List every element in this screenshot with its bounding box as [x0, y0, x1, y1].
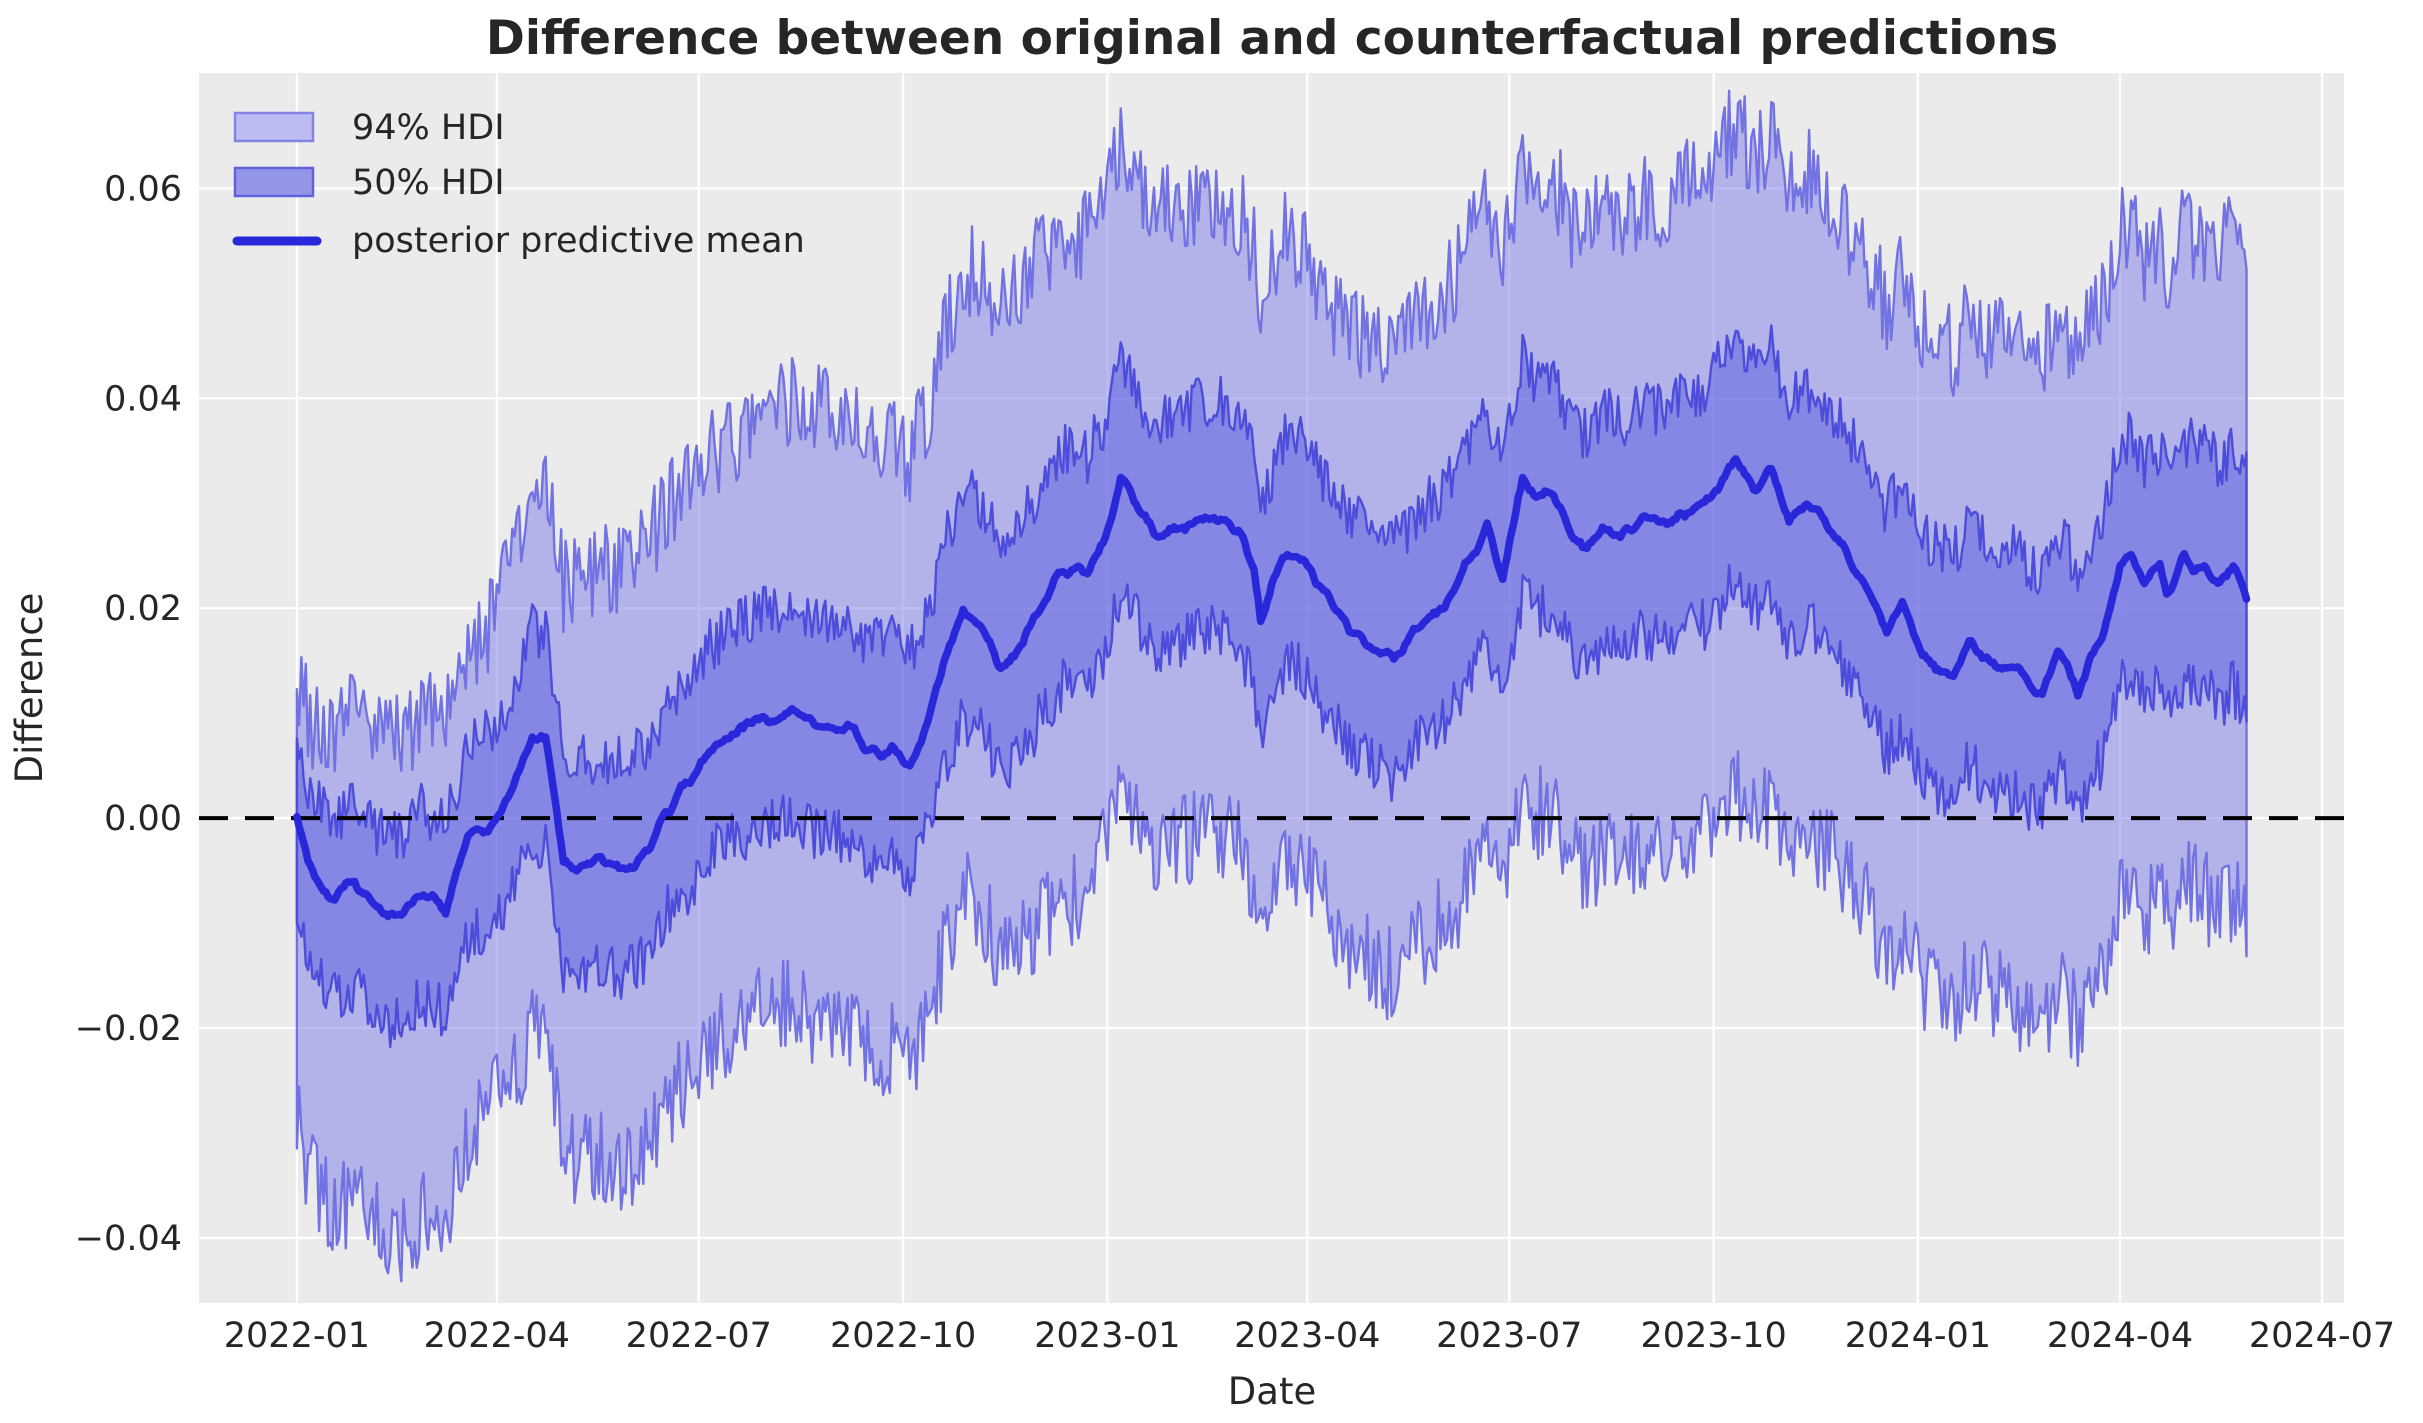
x-tick-label: 2024-04	[2047, 1316, 2193, 1356]
y-tick-label: 0.00	[104, 799, 182, 839]
legend-entry-posterior-mean: posterior predictive mean	[232, 221, 805, 261]
x-tick-label: 2023-01	[1034, 1316, 1180, 1356]
axis-tick-labels: 2022-01 2022-04 2022-07 2022-10 2023-01 2023-…	[75, 169, 2395, 1356]
hdi-50-swatch	[233, 166, 315, 198]
y-tick-label: −0.04	[75, 1219, 182, 1259]
hdi-94-swatch	[233, 111, 315, 143]
plot-series	[199, 89, 2344, 1283]
legend-label-50-hdi: 50% HDI	[352, 163, 505, 203]
legend: 94% HDI 50% HDI posterior predictive mea…	[232, 108, 805, 261]
y-tick-label: −0.02	[75, 1009, 182, 1049]
posterior-mean-line	[293, 455, 2251, 921]
x-tick-label: 2022-01	[224, 1316, 370, 1356]
legend-label-posterior-mean: posterior predictive mean	[352, 221, 805, 261]
x-tick-label: 2023-10	[1640, 1316, 1786, 1356]
x-tick-label: 2023-04	[1234, 1316, 1380, 1356]
x-axis-label: Date	[1228, 1370, 1316, 1413]
x-tick-label: 2024-01	[1845, 1316, 1991, 1356]
y-tick-label: 0.06	[104, 169, 182, 209]
x-tick-label: 2022-07	[626, 1316, 772, 1356]
hdi-50-band	[295, 324, 2248, 1049]
legend-entry-94-hdi: 94% HDI	[233, 108, 505, 148]
chart-title: Difference between original and counterf…	[486, 11, 2058, 66]
x-tick-label: 2022-10	[830, 1316, 976, 1356]
legend-entry-50-hdi: 50% HDI	[233, 163, 505, 203]
x-tick-label: 2023-07	[1436, 1316, 1582, 1356]
y-axis-label: Difference	[8, 593, 51, 784]
x-tick-label: 2024-07	[2249, 1316, 2395, 1356]
legend-label-94-hdi: 94% HDI	[352, 108, 505, 148]
y-tick-label: 0.04	[104, 379, 182, 419]
x-tick-label: 2022-04	[424, 1316, 570, 1356]
y-tick-label: 0.02	[104, 589, 182, 629]
